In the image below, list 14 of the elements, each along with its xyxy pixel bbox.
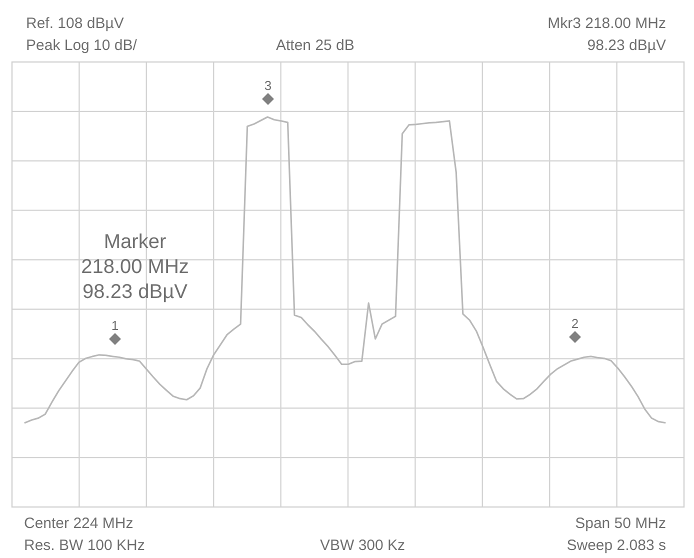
annotation: 1 (111, 318, 119, 333)
text: 3 (264, 78, 272, 93)
text: Span 50 MHz (575, 515, 666, 532)
text: Peak Log 10 dB/ (26, 37, 138, 54)
annotation: Marker 218.00 MHz 98.23 dBµV (81, 231, 189, 303)
text: Res. BW 100 KHz (24, 537, 145, 554)
text: VBW 300 Kz (320, 537, 406, 554)
text: Atten 25 dB (276, 37, 354, 54)
text: Mkr3 218.00 MHz (548, 15, 666, 32)
text: Ref. 108 dBµV (26, 15, 124, 32)
text: Center 224 MHz (24, 515, 134, 532)
text: Sweep 2.083 s (566, 537, 666, 554)
text: 98.23 dBµV (587, 37, 666, 54)
annotation: 2 (571, 316, 579, 331)
